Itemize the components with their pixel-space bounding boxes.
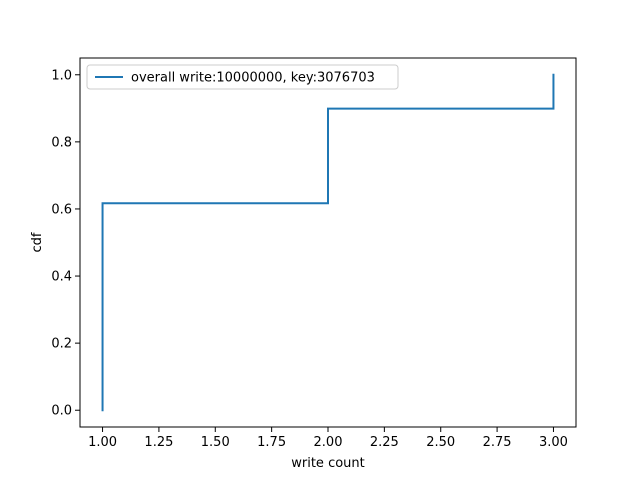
y-tick-label: 0.4: [51, 270, 72, 285]
x-tick-label: 2.00: [314, 435, 343, 450]
x-tick-label: 1.75: [257, 435, 286, 450]
y-axis-label: cdf: [30, 232, 45, 252]
y-tick-label: 0.2: [51, 337, 72, 352]
x-tick-label: 1.25: [144, 435, 173, 450]
series-line-0: [101, 73, 555, 412]
x-tick-label: 3.00: [539, 435, 568, 450]
x-tick-label: 2.25: [370, 435, 399, 450]
plot-area: 1.00 1.25 1.50 1.75 2.00 2.25 2.50 2.75 3.00 0.0 0…: [30, 57, 577, 471]
x-tick-label: 2.50: [426, 435, 455, 450]
x-axis-label: write count: [291, 456, 365, 471]
legend-box: [86, 64, 399, 90]
legend-label: overall write:10000000, key:3076703: [131, 71, 375, 86]
x-tick-label: 2.75: [483, 435, 512, 450]
y-tick-label: 1.0: [51, 68, 72, 83]
y-tick-label: 0.0: [51, 404, 72, 419]
x-tick-label: 1.00: [88, 435, 117, 450]
y-tick-label: 0.8: [51, 135, 72, 150]
y-tick-label: 0.6: [51, 202, 72, 217]
x-tick-label: 1.50: [201, 435, 230, 450]
